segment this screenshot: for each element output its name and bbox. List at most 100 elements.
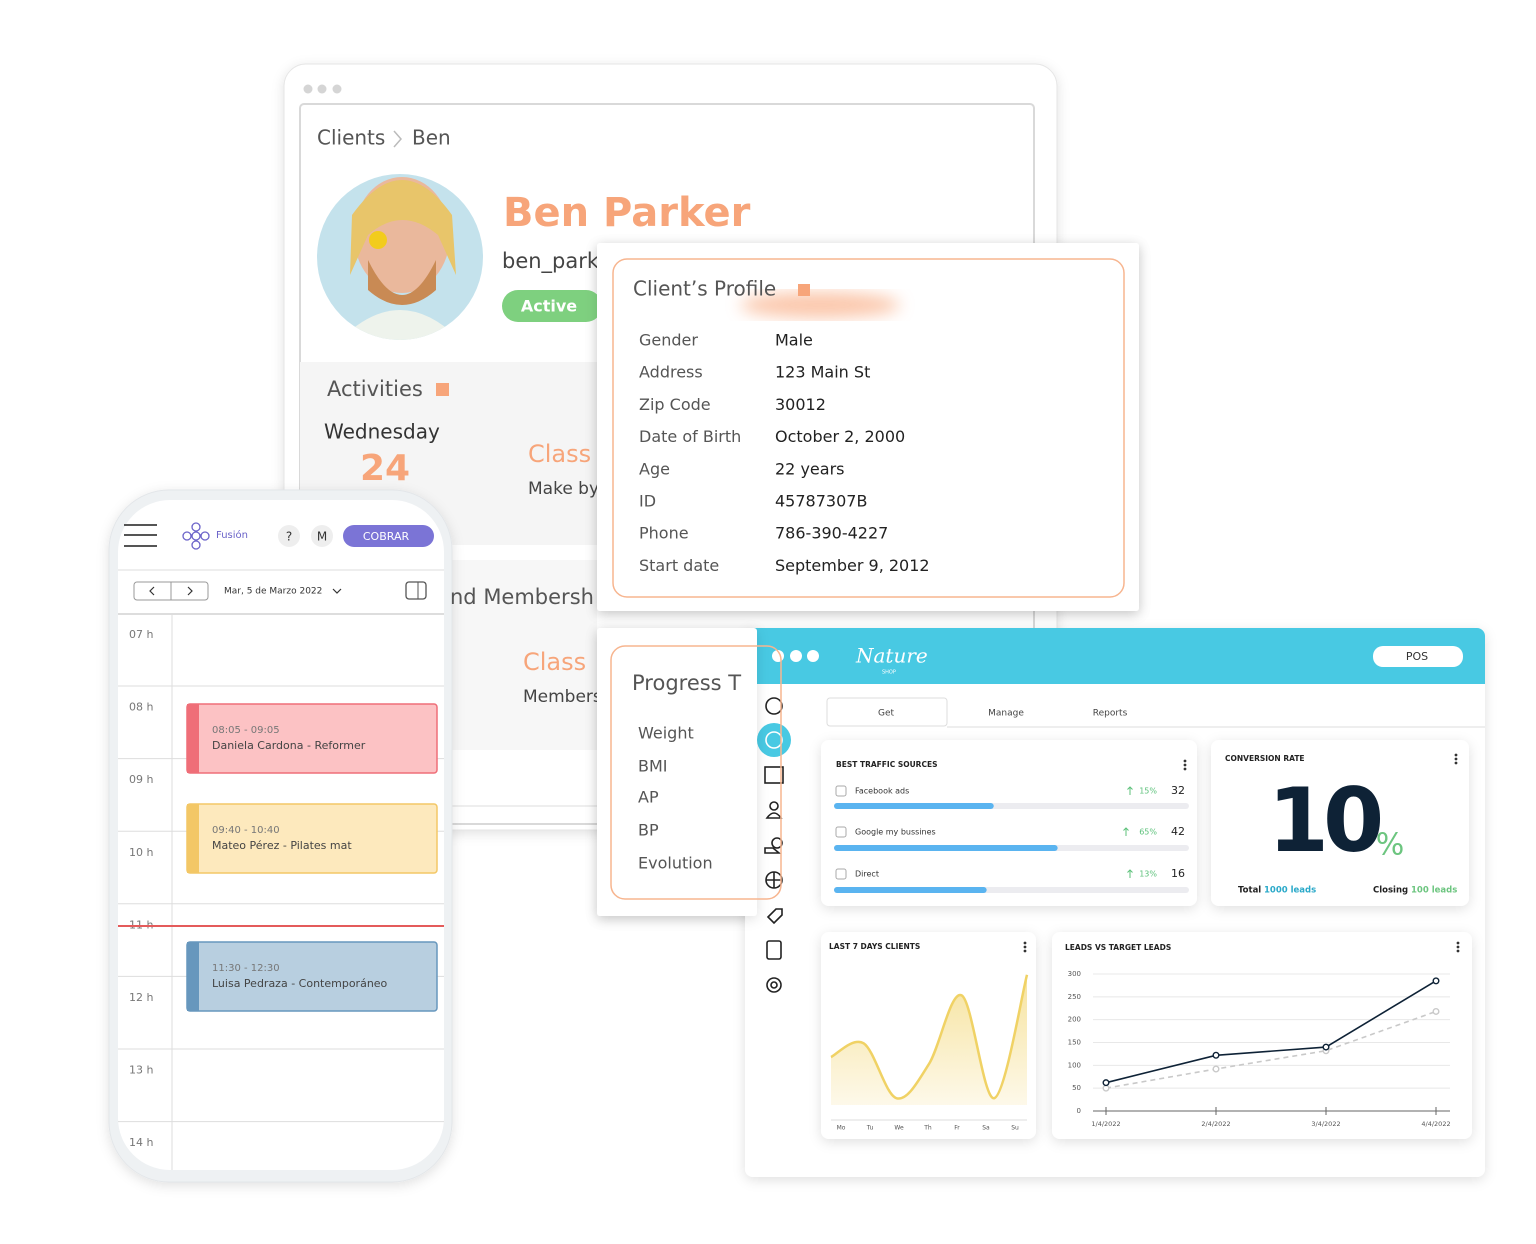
pos-button[interactable]: [1373, 646, 1463, 667]
profile-border: [612, 258, 1125, 598]
date-picker[interactable]: Mar, 5 de Marzo 2022: [224, 587, 322, 597]
hour-label: 13 h: [129, 1064, 153, 1077]
breadcrumb-current: Ben: [412, 126, 451, 150]
user-button[interactable]: M: [317, 530, 327, 544]
field-label: Phone: [639, 524, 689, 543]
y-tick-label: 200: [1068, 1016, 1081, 1024]
field-value: Male: [775, 331, 813, 350]
total-label: Total: [1238, 886, 1261, 896]
point: [1102, 1084, 1110, 1092]
source-count: 32: [1171, 784, 1185, 797]
source-icon: [835, 785, 847, 797]
conversion-unit: %: [1376, 828, 1405, 863]
up-arrow: [1123, 827, 1129, 836]
field-value: 22 years: [775, 459, 844, 478]
point: [1102, 1079, 1110, 1087]
field-label: Address: [639, 363, 703, 382]
event-title: Daniela Cardona - Reformer: [212, 739, 366, 752]
y-tick-label: 0: [1077, 1107, 1081, 1115]
field-label: Gender: [639, 331, 698, 350]
source-name: Facebook ads: [855, 787, 909, 796]
x-tick-label: 2/4/2022: [1201, 1120, 1230, 1128]
progress-card: [597, 628, 757, 916]
x-tick-label: Fr: [954, 1125, 960, 1132]
line: [830, 974, 1029, 1100]
event-stripe: [187, 804, 199, 873]
progress-item: AP: [638, 788, 659, 807]
hour-label: 10 h: [129, 846, 153, 859]
field-label: Age: [639, 459, 670, 478]
field-label: ID: [639, 492, 656, 511]
hour-label: 07 h: [129, 628, 153, 641]
field-value: September 9, 2012: [775, 556, 930, 575]
help-button[interactable]: ?: [286, 530, 292, 544]
source-count: 16: [1171, 867, 1185, 880]
source-count: 42: [1171, 825, 1185, 838]
point: [1212, 1065, 1220, 1073]
hour-label: 08 h: [129, 701, 153, 714]
x-tick-label: 4/4/2022: [1421, 1120, 1450, 1128]
class: Class: [523, 648, 586, 676]
hour-label: 12 h: [129, 991, 153, 1004]
up-arrow: [1127, 869, 1133, 878]
card-title: BEST TRAFFIC SOURCES: [836, 760, 938, 769]
date: 24: [360, 448, 410, 489]
tab[interactable]: Reports: [1093, 709, 1128, 719]
x-tick-label: Mo: [837, 1125, 846, 1132]
brand-sub: SHOP: [882, 670, 896, 676]
hour-label: 14 h: [129, 1136, 153, 1149]
y-tick-label: 300: [1068, 970, 1081, 978]
chart-title: LEADS VS TARGET LEADS: [1065, 943, 1171, 952]
hour-label: 09 h: [129, 773, 153, 786]
source-icon: [835, 826, 847, 838]
field-value: 30012: [775, 395, 826, 414]
breadcrumb-link[interactable]: Clients: [317, 126, 385, 150]
cobrar-label: COBRAR: [363, 530, 410, 543]
event-time: 09:40 - 10:40: [212, 825, 280, 836]
source-change: 65%: [1139, 828, 1157, 837]
profile-card: [597, 243, 1139, 611]
field-label: Date of Birth: [639, 427, 741, 446]
note: Members: [523, 687, 602, 707]
chart-title: LAST 7 DAYS CLIENTS: [829, 942, 920, 951]
source-name: Direct: [855, 870, 879, 879]
point: [1432, 1007, 1440, 1015]
field-label: Zip Code: [639, 395, 711, 414]
point: [1322, 1043, 1330, 1051]
sidebar-icons: [764, 697, 784, 993]
up-arrow: [1127, 786, 1133, 795]
total-value: 1000 leads: [1264, 886, 1316, 896]
tab[interactable]: Manage: [988, 709, 1024, 719]
cobrar-button[interactable]: [343, 525, 434, 547]
progress-item: Evolution: [638, 854, 713, 873]
tab[interactable]: Get: [878, 709, 895, 719]
point: [1432, 977, 1440, 985]
edit-icon[interactable]: [798, 284, 810, 296]
x-tick-label: Sa: [982, 1125, 990, 1132]
card-title: Progress T: [632, 671, 741, 695]
field-value: 786-390-4227: [775, 524, 888, 543]
field-value: October 2, 2000: [775, 427, 905, 446]
username: ben_park: [502, 249, 600, 274]
field-label: Start date: [639, 556, 719, 575]
bar: [834, 845, 1058, 851]
status: Active: [521, 297, 577, 316]
section-title: nd Membersh: [450, 585, 594, 609]
field-value: 123 Main St: [775, 363, 870, 382]
event-stripe: [187, 704, 199, 773]
series-line: [1105, 980, 1437, 1084]
progress-item: BMI: [638, 757, 668, 776]
card-title: CONVERSION RATE: [1225, 754, 1305, 763]
y-tick-label: 250: [1068, 993, 1081, 1001]
x-tick-label: 1/4/2022: [1091, 1120, 1120, 1128]
status-badge: [502, 290, 602, 322]
progress-item: Weight: [638, 724, 694, 743]
progress-border: [610, 645, 782, 900]
x-tick-label: 3/4/2022: [1311, 1120, 1340, 1128]
brand: Nature: [855, 644, 928, 668]
point: [1212, 1051, 1220, 1059]
x-tick-label: Tu: [866, 1125, 874, 1132]
source-name: Google my bussines: [855, 828, 936, 837]
closing-label: Closing: [1373, 886, 1408, 896]
